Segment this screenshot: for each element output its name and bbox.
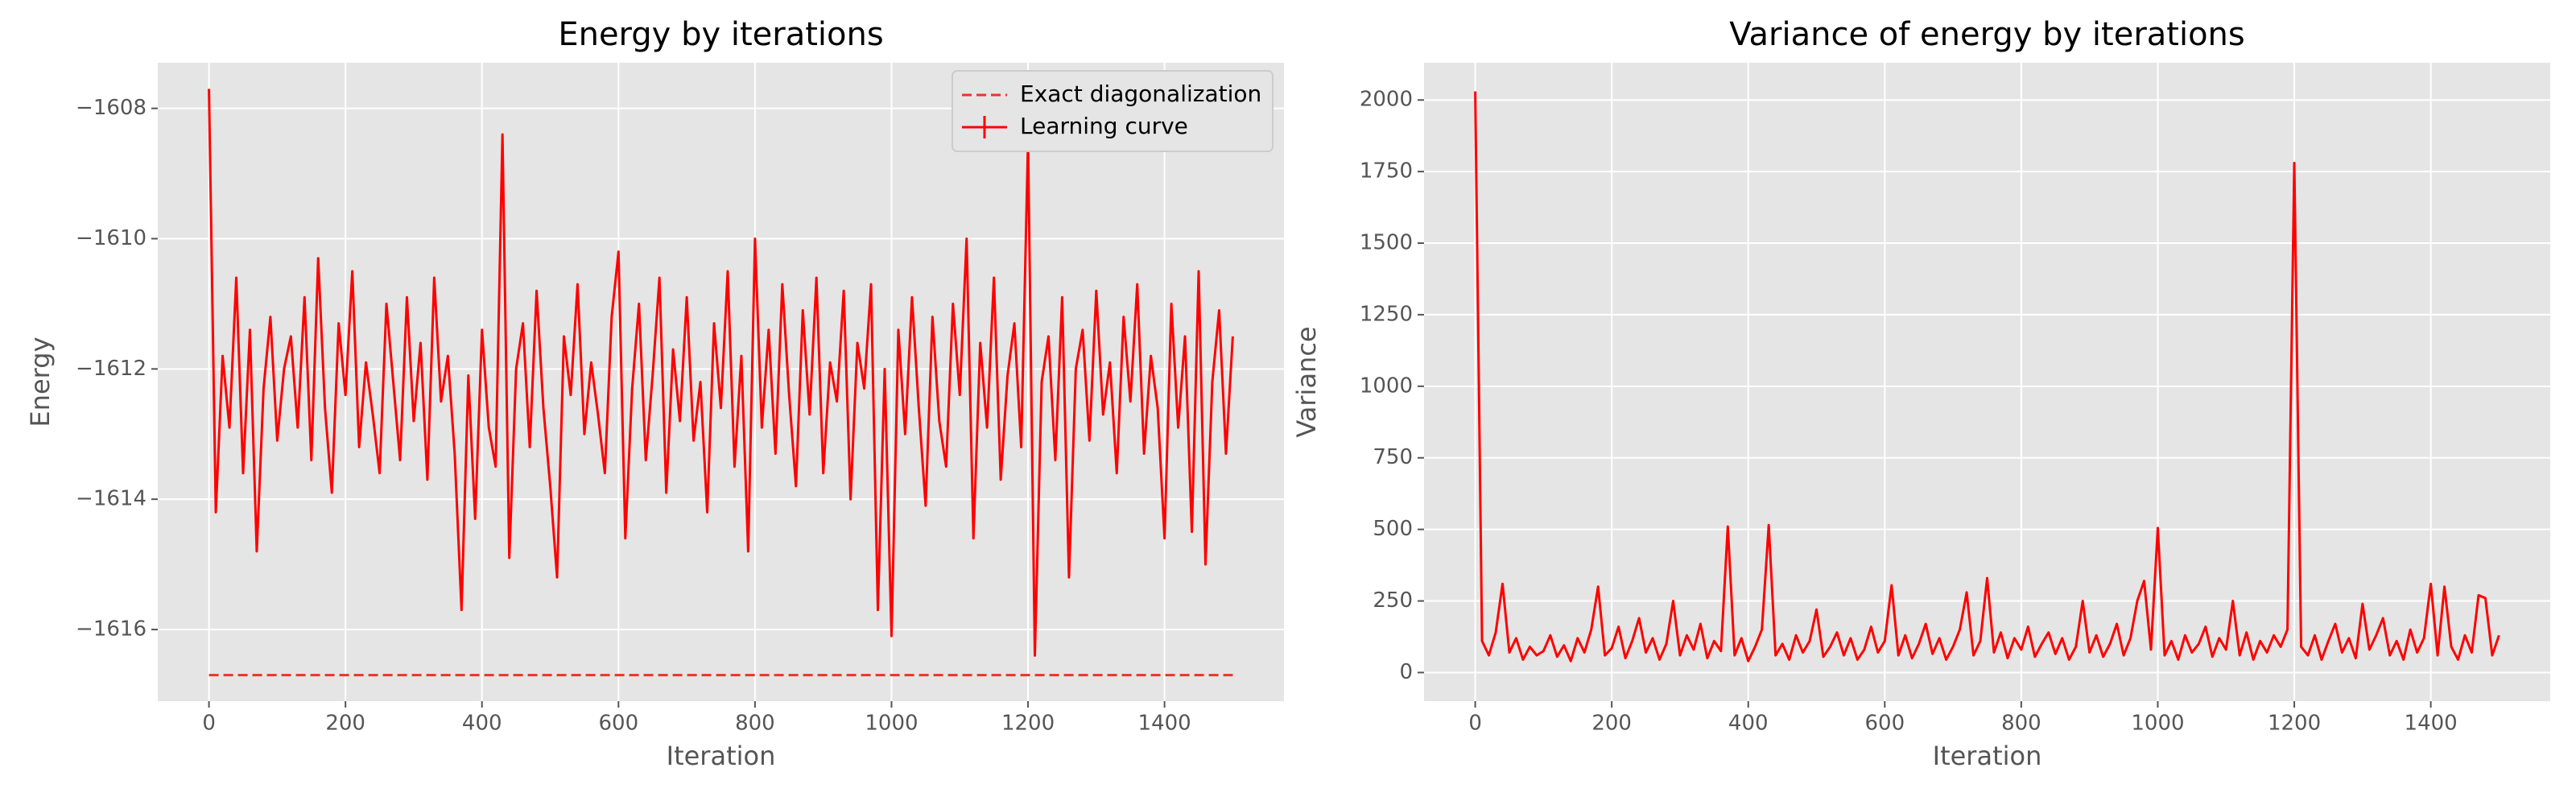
y-tick-label: 1750 <box>1360 159 1413 184</box>
y-tick-label: −1616 <box>76 617 147 641</box>
x-tick-label: 400 <box>1728 712 1769 736</box>
x-axis-label: Iteration <box>1933 741 2042 771</box>
x-tick-label: 0 <box>1468 712 1482 736</box>
x-tick-label: 800 <box>735 712 775 736</box>
y-tick-label: 500 <box>1373 517 1413 541</box>
x-tick-label: 800 <box>2001 712 2041 736</box>
y-tick-label: −1608 <box>76 96 147 120</box>
legend-label: Learning curve <box>1020 113 1188 139</box>
y-tick-label: 2000 <box>1360 88 1413 112</box>
series-line <box>208 89 1234 657</box>
y-tick-label: 1250 <box>1360 302 1413 326</box>
y-tick-label: 0 <box>1399 660 1413 684</box>
series-line <box>1474 91 2500 663</box>
x-tick-label: 400 <box>462 712 502 736</box>
x-tick-label: 1400 <box>1138 712 1191 736</box>
y-tick-label: 1000 <box>1360 374 1413 398</box>
x-tick-label: 1200 <box>2268 712 2321 736</box>
y-tick-label: −1614 <box>76 487 147 511</box>
x-axis-label: Iteration <box>667 741 776 771</box>
x-tick-label: 200 <box>325 712 365 736</box>
legend-label: Exact diagonalization <box>1020 80 1261 107</box>
x-tick-label: 1400 <box>2405 712 2458 736</box>
plot-area <box>158 63 1284 701</box>
x-tick-label: 1000 <box>2131 712 2184 736</box>
y-tick-label: 1500 <box>1360 231 1413 255</box>
y-tick-label: 750 <box>1373 445 1413 469</box>
x-tick-label: 600 <box>598 712 638 736</box>
y-axis-label: Energy <box>25 336 56 427</box>
y-tick-label: 250 <box>1373 588 1413 613</box>
x-tick-label: 1200 <box>1001 712 1055 736</box>
y-tick-label: −1612 <box>76 357 147 381</box>
chart-title: Energy by iterations <box>558 16 883 53</box>
x-tick-label: 600 <box>1864 712 1905 736</box>
y-axis-label: Variance <box>1291 326 1322 437</box>
y-tick-label: −1610 <box>76 226 147 250</box>
plot-area <box>1424 63 2550 701</box>
x-tick-label: 0 <box>202 712 216 736</box>
x-tick-label: 1000 <box>865 712 918 736</box>
chart-title: Variance of energy by iterations <box>1729 16 2244 53</box>
x-tick-label: 200 <box>1591 712 1632 736</box>
legend-box <box>952 70 1274 152</box>
